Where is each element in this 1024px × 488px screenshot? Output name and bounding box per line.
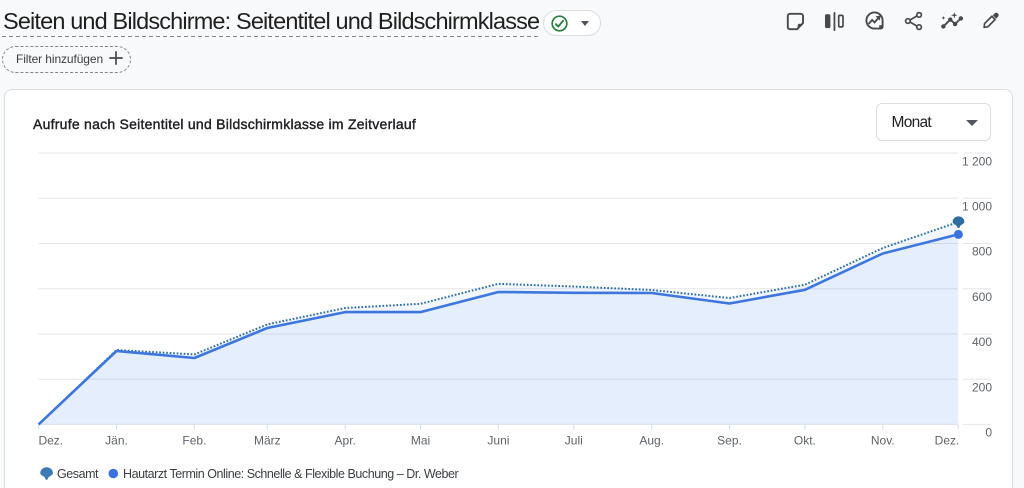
svg-text:Dez.: Dez. <box>38 434 63 448</box>
svg-text:Juni: Juni <box>487 434 509 448</box>
svg-text:Mai: Mai <box>411 434 430 448</box>
svg-text:März: März <box>254 434 281 448</box>
svg-text:Sep.: Sep. <box>717 434 742 448</box>
svg-text:Juli: Juli <box>565 434 583 448</box>
svg-text:Jän.: Jän. <box>105 434 128 448</box>
svg-text:800: 800 <box>972 245 992 259</box>
svg-text:Okt.: Okt. <box>794 434 816 448</box>
svg-text:1 200: 1 200 <box>962 154 992 168</box>
svg-text:Dez.: Dez. <box>935 434 960 448</box>
svg-text:Aug.: Aug. <box>639 434 664 448</box>
svg-text:Nov.: Nov. <box>871 434 895 448</box>
svg-text:Apr.: Apr. <box>335 434 356 448</box>
svg-text:200: 200 <box>972 380 992 394</box>
svg-text:0: 0 <box>985 426 992 440</box>
svg-text:1 000: 1 000 <box>962 200 992 214</box>
svg-text:600: 600 <box>972 290 992 304</box>
svg-text:Feb.: Feb. <box>182 434 206 448</box>
svg-text:400: 400 <box>972 335 992 349</box>
